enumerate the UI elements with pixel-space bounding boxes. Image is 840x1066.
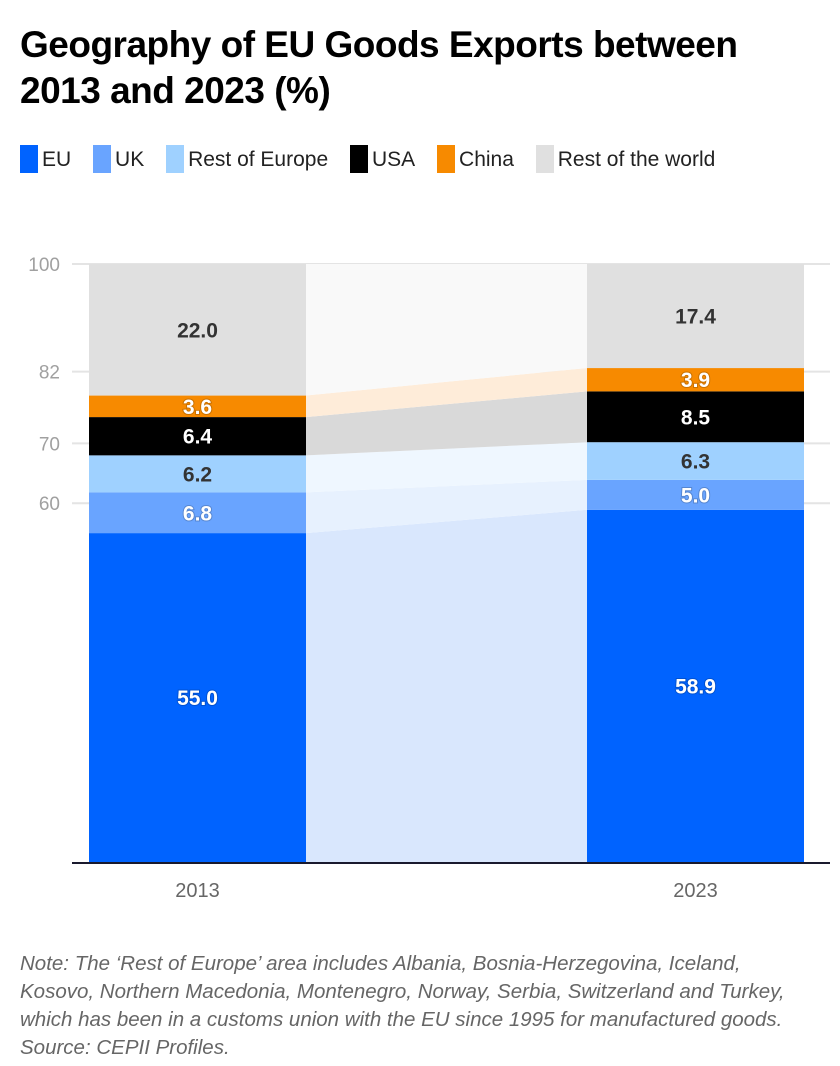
- legend-item-rest-of-world: Rest of the world: [535, 143, 716, 177]
- legend-label-rest-of-europe: Rest of Europe: [188, 148, 329, 171]
- data-label: 3.9: [681, 369, 710, 392]
- bar-uk-2023: [587, 479, 804, 510]
- legend-item-eu: EU: [20, 143, 71, 177]
- data-label: 55.0: [177, 687, 218, 710]
- connector-usa: [306, 391, 587, 456]
- chart-note: Note: The ‘Rest of Europe’ area includes…: [20, 952, 785, 1059]
- legend-swatch-rest-of-europe: [166, 145, 185, 173]
- x-tick-label: 2013: [175, 880, 220, 902]
- connector-rest-of-europe: [306, 442, 587, 493]
- data-label: 6.4: [183, 426, 213, 449]
- data-label: 6.8: [183, 502, 213, 525]
- y-tick-label: 82: [39, 363, 60, 384]
- legend: EU UK Rest of Europe USA China Rest of t…: [20, 143, 810, 177]
- bar-rest-of-the-world-2013: [89, 264, 306, 396]
- legend-swatch-uk: [93, 145, 112, 173]
- bar-usa-2023: [587, 391, 804, 443]
- data-label: 5.0: [681, 484, 710, 507]
- bar-rest-of-europe-2013: [89, 455, 306, 493]
- bars: [89, 264, 804, 862]
- data-label: 22.0: [177, 319, 218, 342]
- connector-eu: [306, 509, 587, 862]
- bar-rest-of-the-world-2023: [587, 264, 804, 369]
- data-label: 6.3: [681, 451, 710, 474]
- x-tick-label: 2023: [673, 880, 718, 902]
- connector-rest-of-the-world: [306, 264, 587, 396]
- bar-uk-2013: [89, 492, 306, 534]
- legend-label-usa: USA: [372, 148, 416, 171]
- bar-rest-of-europe-2023: [587, 442, 804, 480]
- data-label: 58.9: [675, 675, 716, 698]
- bar-china-2013: [89, 395, 306, 418]
- legend-label-rest-of-world: Rest of the world: [557, 148, 716, 171]
- connector-china: [306, 368, 587, 418]
- connectors: [306, 264, 587, 862]
- data-label: 17.4: [675, 306, 716, 329]
- bar-usa-2013: [89, 417, 306, 456]
- legend-label-eu: EU: [42, 148, 72, 171]
- legend-label-china: China: [459, 148, 514, 171]
- legend-label-uk: UK: [115, 148, 145, 171]
- legend-swatch-rest-of-world: [535, 145, 554, 173]
- data-labels: 55.0 58.9 6.8 5.0 6.2 6.3 6.4 8.5 3.6 3.9 22.0 17.4: [176, 306, 717, 712]
- data-label: 8.5: [681, 406, 711, 429]
- legend-item-rest-of-europe: Rest of Europe: [166, 143, 328, 177]
- bar-eu-2013: [89, 533, 306, 862]
- y-tick-label: 100: [28, 255, 60, 276]
- bar-eu-2023: [587, 509, 804, 862]
- y-tick-label: 70: [39, 434, 60, 455]
- stacked-bar-chart: 55.0 58.9 6.8 5.0 6.2 6.3 6.4 8.5 3.6 3.9 22.0 17.4…: [28, 255, 830, 902]
- legend-item-usa: USA: [350, 143, 415, 177]
- data-label: 3.6: [183, 396, 212, 419]
- legend-item-uk: UK: [93, 143, 144, 177]
- legend-swatch-usa: [350, 145, 368, 173]
- bar-china-2023: [587, 368, 804, 392]
- legend-swatch-china: [437, 145, 456, 173]
- legend-item-china: China: [437, 143, 514, 177]
- data-label: 6.2: [183, 463, 212, 486]
- axes: 60 70 82 100 2013 2023: [28, 255, 830, 902]
- y-tick-label: 60: [39, 494, 60, 515]
- chart-title: Geography of EU Goods Exports between 20…: [20, 24, 738, 111]
- connector-uk: [306, 479, 587, 534]
- legend-swatch-eu: [20, 145, 38, 173]
